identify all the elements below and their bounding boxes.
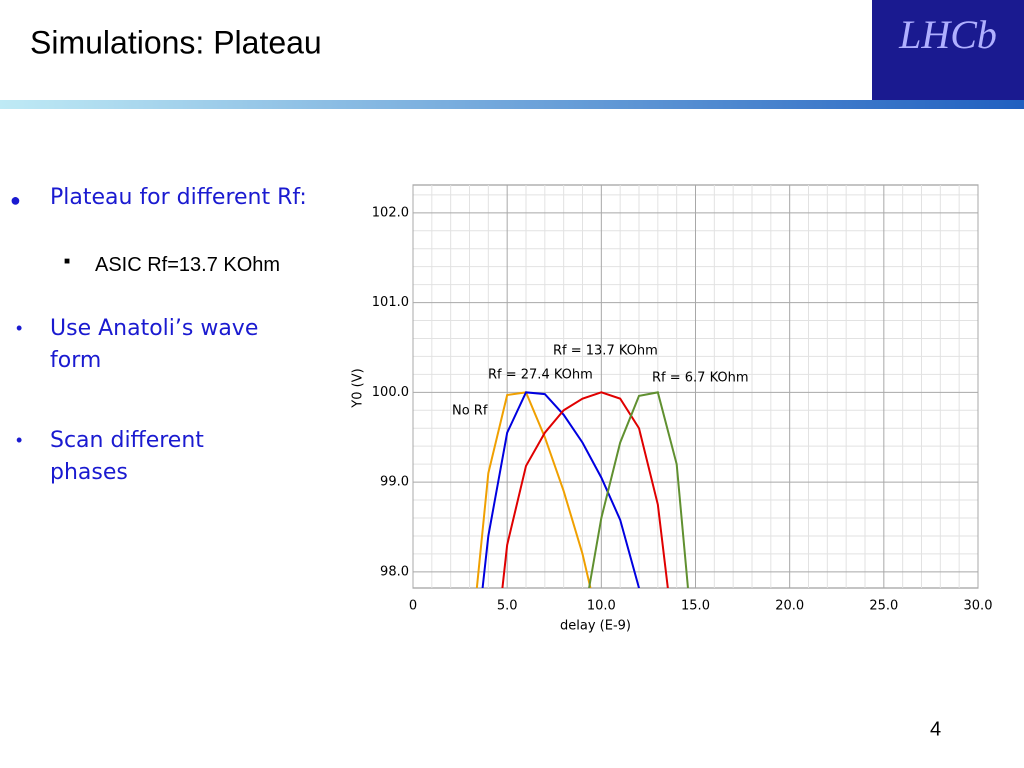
slide-title: Simulations: Plateau	[30, 24, 322, 60]
x-axis-label: delay (E-9)	[560, 619, 631, 634]
bullet: •	[16, 318, 23, 338]
plot-lines	[475, 391, 689, 588]
bullet-text: Use Anatoli’s wave form	[50, 316, 259, 373]
y-tick-label: 102.0	[372, 205, 409, 220]
x-tick-label: 20.0	[775, 599, 804, 614]
series-label: No Rf	[452, 404, 488, 419]
y-tick-label: 101.0	[372, 295, 409, 310]
series-line	[588, 391, 689, 588]
x-tick-label: 5.0	[497, 599, 518, 614]
bullet-text: Scan different phases	[50, 428, 204, 485]
series-line	[501, 391, 669, 588]
y-tick-label: 100.0	[372, 385, 409, 400]
page-number: 4	[930, 718, 941, 740]
y-tick-label: 99.0	[380, 475, 409, 490]
x-tick-label: 10.0	[587, 599, 616, 614]
series-line	[481, 391, 641, 588]
logo-box	[872, 0, 1024, 100]
x-tick-label: 25.0	[869, 599, 898, 614]
series-label: Rf = 13.7 KOhm	[553, 344, 658, 359]
x-tick-label: 0	[409, 599, 417, 614]
sub-bullet-text: ASIC Rf=13.7 KOhm	[95, 254, 281, 276]
header-bar	[0, 100, 1024, 109]
bullet-text: Plateau for different Rf:	[50, 185, 307, 210]
series-label: Rf = 6.7 KOhm	[652, 371, 749, 386]
y-tick-label: 98.0	[380, 564, 409, 579]
logo: LHCb	[898, 12, 997, 57]
chart: 0 5.0 10.0 15.0 20.0 25.0 30.0 98.0 99.0 100.0 101…	[351, 184, 993, 634]
y-axis-label: Y0 (V)	[351, 368, 366, 408]
series-line	[475, 391, 592, 588]
x-tick-label: 15.0	[681, 599, 710, 614]
series-label: Rf = 27.4 KOhm	[488, 368, 593, 383]
bullet: •	[16, 430, 23, 450]
sub-bullet: ■	[64, 256, 71, 267]
bullet: ●	[10, 190, 21, 210]
x-tick-label: 30.0	[964, 599, 993, 614]
